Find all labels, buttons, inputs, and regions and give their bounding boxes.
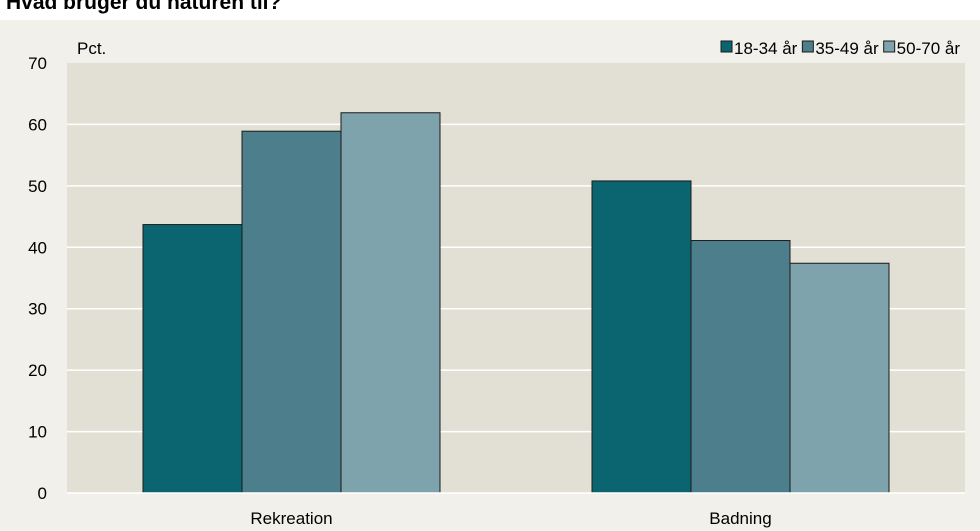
y-tick-label: 0 bbox=[38, 484, 47, 503]
x-tick-labels: Rekreation Badning bbox=[250, 509, 771, 528]
bars bbox=[142, 112, 890, 494]
y-tick-label: 10 bbox=[28, 423, 47, 442]
y-tick-label: 50 bbox=[28, 177, 47, 196]
legend-label: 18-34 år bbox=[734, 39, 798, 58]
legend-swatch bbox=[801, 40, 814, 53]
bar bbox=[690, 240, 791, 494]
x-tick-label: Rekreation bbox=[250, 509, 332, 528]
legend-swatch bbox=[883, 40, 896, 53]
y-axis-label: Pct. bbox=[77, 39, 106, 58]
y-tick-label: 30 bbox=[28, 300, 47, 319]
bar bbox=[340, 112, 441, 494]
bar bbox=[142, 224, 243, 494]
bar bbox=[789, 262, 890, 494]
y-tick-label: 20 bbox=[28, 361, 47, 380]
legend-label: 50-70 år bbox=[897, 39, 961, 58]
legend-swatch bbox=[720, 40, 733, 53]
bar bbox=[241, 130, 342, 494]
y-tick-label: 40 bbox=[28, 238, 47, 257]
y-tick-label: 70 bbox=[28, 54, 47, 73]
bar bbox=[591, 180, 692, 494]
chart-title: Hvad bruger du naturen til? bbox=[6, 0, 282, 14]
legend: 50-70 år 35-49 år 18-34 år bbox=[720, 39, 961, 58]
y-tick-labels: 0 10 20 30 40 50 60 70 bbox=[28, 54, 47, 503]
x-tick-label: Badning bbox=[709, 509, 771, 528]
legend-label: 35-49 år bbox=[815, 39, 879, 58]
y-tick-label: 60 bbox=[28, 115, 47, 134]
